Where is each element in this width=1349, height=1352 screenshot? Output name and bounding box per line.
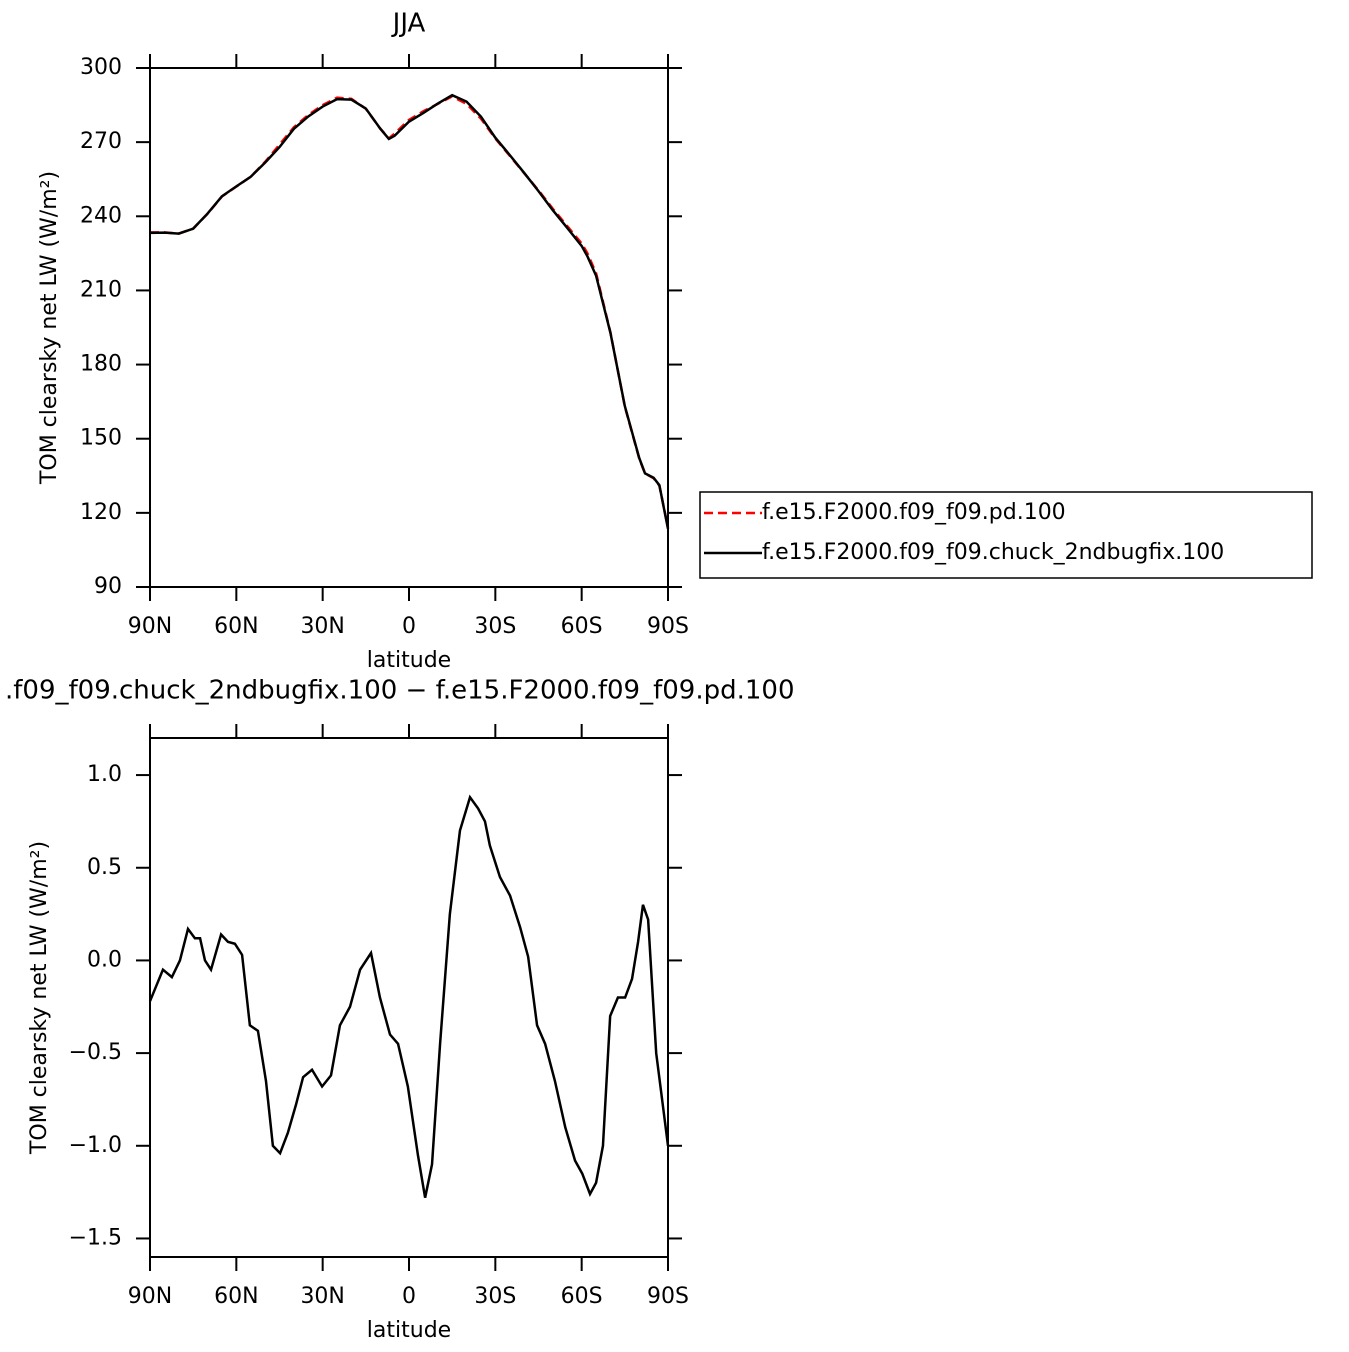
x-tick-label: 90N <box>128 1284 172 1309</box>
x-tick-label: 90S <box>647 614 689 639</box>
legend-label: f.e15.F2000.f09_f09.pd.100 <box>762 500 1066 525</box>
chart-title: JJA <box>391 9 426 39</box>
y-tick-label: 120 <box>80 500 122 525</box>
x-axis-label: latitude <box>367 1318 451 1343</box>
y-tick-label: 150 <box>80 426 122 451</box>
x-axis-label: latitude <box>367 648 451 673</box>
y-tick-label: 180 <box>80 352 122 377</box>
x-tick-label: 0 <box>402 1284 416 1309</box>
y-tick-label: −0.5 <box>69 1040 122 1065</box>
x-tick-label: 0 <box>402 614 416 639</box>
data-line <box>148 794 670 1198</box>
y-tick-label: 0.5 <box>87 855 122 880</box>
data-line <box>150 95 670 528</box>
y-tick-label: 270 <box>80 129 122 154</box>
x-tick-label: 30N <box>300 1284 344 1309</box>
legend-label: f.e15.F2000.f09_f09.chuck_2ndbugfix.100 <box>762 540 1224 565</box>
y-tick-label: 210 <box>80 277 122 302</box>
x-tick-label: 30N <box>300 614 344 639</box>
x-tick-label: 90S <box>647 1284 689 1309</box>
plot-frame <box>149 737 669 1258</box>
y-tick-label: 240 <box>80 203 122 228</box>
y-axis-label: TOM clearsky net LW (W/m²) <box>37 171 62 485</box>
x-tick-label: 90N <box>128 614 172 639</box>
x-tick-label: 60S <box>561 614 603 639</box>
y-tick-label: −1.5 <box>69 1225 122 1250</box>
y-tick-label: 1.0 <box>87 762 122 787</box>
x-tick-label: 30S <box>474 1284 516 1309</box>
y-axis-label: TOM clearsky net LW (W/m²) <box>27 841 52 1155</box>
y-tick-label: 90 <box>94 574 122 599</box>
chart-title: .f09_f09.chuck_2ndbugfix.100 − f.e15.F20… <box>5 676 794 706</box>
y-tick-label: 300 <box>80 55 122 80</box>
x-tick-label: 60S <box>561 1284 603 1309</box>
y-tick-label: 0.0 <box>87 947 122 972</box>
plot-frame <box>149 67 669 588</box>
legend-box <box>699 491 1313 579</box>
x-tick-label: 60N <box>214 1284 258 1309</box>
x-tick-label: 30S <box>474 614 516 639</box>
y-tick-label: −1.0 <box>69 1133 122 1158</box>
data-line <box>149 93 670 530</box>
x-tick-label: 60N <box>214 614 258 639</box>
